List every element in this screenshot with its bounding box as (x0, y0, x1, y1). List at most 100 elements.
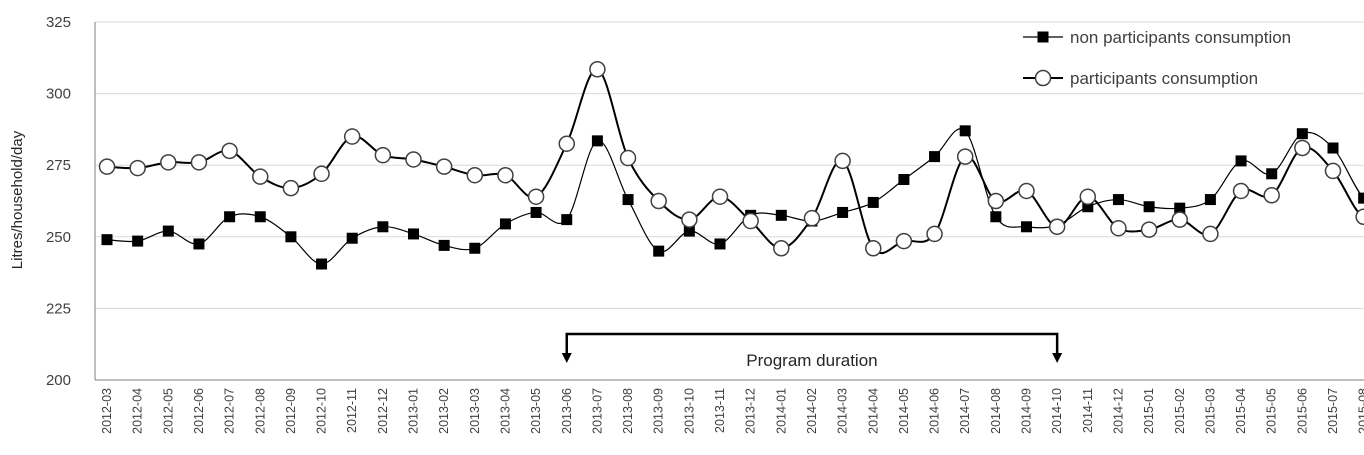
x-tick-2012-09: 2012-09 (284, 388, 298, 434)
point-participants-2012-07 (221, 142, 238, 160)
x-tick-2013-02: 2013-02 (437, 388, 451, 434)
point-nonparticipants-2012-07 (224, 211, 236, 223)
point-participants-2014-02 (803, 209, 821, 227)
point-participants-2013-04 (497, 166, 514, 184)
legend-entry-participants: participants consumption (1070, 69, 1258, 88)
x-tick-2012-08: 2012-08 (253, 388, 267, 434)
point-participants-2012-08 (252, 168, 269, 185)
y-tick-275: 275 (46, 157, 71, 174)
point-nonparticipants-2014-09 (1021, 221, 1032, 233)
x-tick-2014-03: 2014-03 (836, 388, 850, 434)
point-participants-2014-09 (1018, 182, 1035, 200)
x-tick-2014-05: 2014-05 (897, 388, 911, 434)
point-nonparticipants-2014-01 (775, 209, 787, 221)
point-nonparticipants-2015-02 (1174, 202, 1186, 214)
point-participants-2015-01 (1140, 221, 1158, 238)
point-nonparticipants-2012-10 (316, 258, 328, 270)
point-nonparticipants-2014-12 (1112, 194, 1124, 206)
point-nonparticipants-2014-03 (837, 206, 849, 218)
x-tick-2015-04: 2015-04 (1234, 388, 1248, 434)
point-nonparticipants-2013-02 (438, 239, 450, 251)
point-nonparticipants-2013-03 (469, 242, 481, 254)
y-tick-200: 200 (46, 372, 71, 389)
point-participants-2012-10 (313, 165, 330, 183)
x-tick-2014-11: 2014-11 (1081, 388, 1095, 433)
x-tick-2014-09: 2014-09 (1020, 388, 1034, 434)
annotation-bracket (565, 332, 1059, 356)
legend: non participants consumption participant… (1023, 28, 1291, 88)
x-tick-2013-03: 2013-03 (468, 388, 482, 434)
x-tick-2014-01: 2014-01 (774, 388, 788, 434)
point-nonparticipants-2015-07 (1327, 142, 1339, 154)
series-line-0 (106, 128, 1364, 265)
x-tick-2013-01: 2013-01 (407, 388, 421, 434)
x-tick-2014-12: 2014-12 (1111, 388, 1125, 434)
x-tick-2013-10: 2013-10 (682, 388, 696, 434)
legend-marker-non-participants (1037, 31, 1049, 43)
point-nonparticipants-2014-08 (990, 211, 1002, 223)
point-participants-2013-07 (589, 61, 606, 78)
point-participants-2015-07 (1324, 162, 1342, 180)
x-tick-2015-06: 2015-06 (1295, 388, 1309, 434)
series-markers (98, 61, 1364, 270)
program-duration-annotation: Program duration (561, 332, 1063, 370)
point-participants-2015-06 (1294, 139, 1311, 157)
point-participants-2014-01 (773, 240, 790, 257)
x-tick-2012-05: 2012-05 (161, 388, 175, 434)
x-tick-2012-10: 2012-10 (315, 388, 329, 434)
annotation-arrow-end (1052, 353, 1063, 363)
x-tick-2014-07: 2014-07 (958, 388, 972, 434)
point-nonparticipants-2012-04 (132, 235, 144, 247)
x-tick-2012-07: 2012-07 (223, 388, 237, 434)
x-tick-2014-02: 2014-02 (805, 388, 819, 434)
point-participants-2013-12 (742, 212, 759, 230)
legend-marker-participants (1034, 69, 1052, 87)
point-participants-2013-02 (435, 158, 453, 175)
point-nonparticipants-2014-11 (1082, 201, 1094, 213)
x-tick-2015-01: 2015-01 (1142, 388, 1156, 434)
point-nonparticipants-2013-04 (499, 218, 511, 230)
point-participants-2012-03 (98, 158, 116, 175)
y-tick-250: 250 (46, 229, 71, 246)
point-nonparticipants-2015-05 (1266, 168, 1278, 180)
point-participants-2013-10 (681, 211, 698, 228)
point-participants-2014-11 (1079, 188, 1097, 205)
point-participants-2014-12 (1110, 219, 1127, 237)
point-nonparticipants-2015-03 (1204, 194, 1216, 206)
point-nonparticipants-2012-12 (377, 221, 389, 233)
x-tick-2012-04: 2012-04 (131, 388, 145, 434)
point-nonparticipants-2012-11 (346, 232, 358, 244)
point-nonparticipants-2014-06 (929, 151, 941, 163)
point-nonparticipants-2015-04 (1235, 155, 1247, 167)
annotation-text: Program duration (746, 351, 877, 370)
x-tick-2013-04: 2013-04 (498, 388, 512, 434)
point-participants-2013-06 (558, 135, 575, 152)
point-participants-2014-05 (895, 232, 913, 250)
point-participants-2015-04 (1232, 182, 1250, 200)
axes (94, 22, 1364, 381)
point-participants-2015-02 (1171, 211, 1188, 228)
point-participants-2012-04 (129, 159, 146, 177)
x-tick-2014-08: 2014-08 (989, 388, 1003, 434)
x-tick-2013-11: 2013-11 (713, 388, 727, 433)
point-participants-2015-05 (1263, 187, 1280, 204)
point-nonparticipants-2012-08 (254, 211, 266, 223)
point-nonparticipants-2013-05 (530, 206, 542, 218)
point-participants-2014-03 (834, 152, 851, 170)
y-axis-label: Litres/household/day (9, 130, 26, 269)
point-participants-2014-10 (1048, 218, 1066, 236)
y-tick-325: 325 (46, 14, 71, 31)
x-tick-2015-08: 2015-08 (1357, 388, 1364, 434)
x-tick-2012-06: 2012-06 (192, 388, 206, 434)
y-tick-225: 225 (46, 300, 71, 317)
point-participants-2015-08 (1355, 208, 1364, 225)
point-nonparticipants-2015-06 (1296, 128, 1308, 140)
point-nonparticipants-2013-07 (591, 135, 603, 147)
y-tick-300: 300 (46, 86, 71, 103)
point-participants-2013-05 (527, 188, 545, 205)
x-tick-2012-12: 2012-12 (376, 388, 390, 434)
legend-entry-non-participants: non participants consumption (1070, 28, 1291, 47)
point-nonparticipants-2014-05 (898, 174, 910, 186)
point-participants-2012-05 (160, 154, 177, 171)
